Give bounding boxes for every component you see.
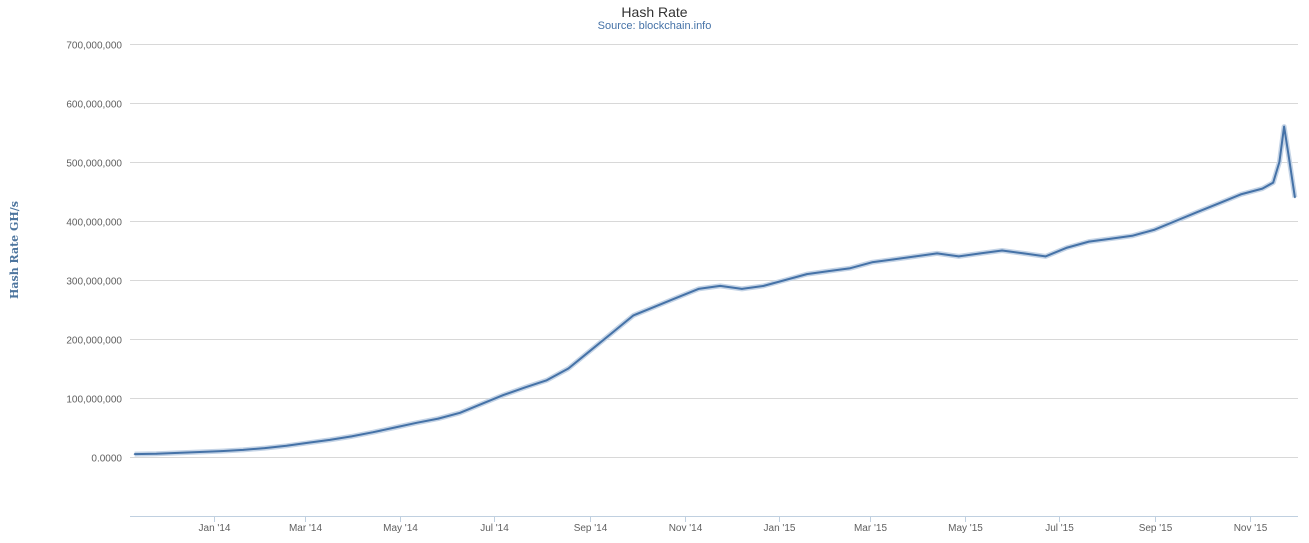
- data-point: [849, 267, 852, 270]
- chart-subtitle: Source: blockchain.info: [597, 20, 712, 32]
- data-point: [480, 403, 483, 405]
- data-point: [936, 252, 938, 255]
- data-point: [459, 412, 461, 414]
- data-point: [1174, 220, 1177, 222]
- data-point: [1261, 187, 1264, 190]
- data-point: [676, 296, 678, 299]
- data-point: [892, 258, 895, 261]
- data-point: [1196, 211, 1199, 213]
- data-point: [285, 445, 288, 447]
- data-point: [155, 453, 158, 455]
- x-axis: Jan '14 Mar '14 May '14 Jul '14 Sep '14 Nov '…: [130, 516, 1298, 534]
- data-point: [1023, 252, 1025, 255]
- data-point: [979, 252, 982, 255]
- x-tick-label: May '14: [383, 523, 418, 534]
- data-point: [1278, 161, 1281, 163]
- data-point: [220, 450, 223, 452]
- x-tick-label: Jan '15: [764, 523, 796, 534]
- x-tick-label: Nov '14: [669, 523, 703, 534]
- chart-title: Hash Rate: [621, 4, 688, 20]
- data-point: [806, 273, 808, 275]
- data-point: [719, 285, 721, 287]
- data-point: [329, 439, 331, 441]
- y-tick-label: 400,000,000: [66, 218, 122, 229]
- x-tick-label: Mar '15: [854, 523, 887, 534]
- y-tick-label: 0.0000: [91, 454, 122, 465]
- data-point: [350, 435, 353, 438]
- data-point: [784, 279, 787, 281]
- data-point: [632, 314, 635, 317]
- series-layer: [133, 124, 1298, 457]
- y-tick-label: 500,000,000: [66, 159, 122, 170]
- data-point: [914, 255, 917, 258]
- y-tick-label: 300,000,000: [66, 277, 122, 288]
- data-point: [264, 447, 266, 449]
- data-point: [1272, 181, 1274, 184]
- data-point: [1044, 255, 1047, 258]
- data-point: [1239, 193, 1242, 196]
- data-point: [762, 285, 765, 287]
- x-tick-label: Nov '15: [1234, 523, 1268, 534]
- x-tick-label: May '15: [948, 523, 983, 534]
- data-point: [1153, 229, 1155, 231]
- data-point: [242, 449, 244, 451]
- data-point: [545, 379, 548, 382]
- data-point: [741, 288, 743, 290]
- data-point: [1001, 249, 1003, 252]
- data-point: [394, 426, 396, 429]
- data-point: [611, 332, 613, 334]
- data-point: [1131, 235, 1133, 237]
- y-tick-label: 100,000,000: [66, 395, 122, 406]
- data-point: [133, 453, 136, 455]
- x-tick-label: Jul '14: [480, 523, 509, 534]
- data-point: [307, 442, 309, 444]
- data-point: [372, 431, 375, 434]
- series-line: [134, 125, 1296, 456]
- series-line-halo: [134, 124, 1298, 457]
- y-gridlines: [130, 44, 1298, 458]
- y-axis-title: Hash Rate GH/s: [8, 201, 21, 299]
- y-tick-label: 700,000,000: [66, 41, 122, 52]
- data-point: [437, 417, 440, 420]
- data-point: [871, 261, 873, 264]
- data-point: [177, 452, 179, 454]
- data-point: [1287, 155, 1290, 157]
- x-tick-label: Mar '14: [289, 523, 322, 534]
- data-point: [1294, 196, 1296, 199]
- data-point: [589, 350, 591, 352]
- data-point: [827, 270, 830, 272]
- data-point: [958, 255, 960, 258]
- data-point: [1088, 240, 1090, 243]
- data-point: [654, 305, 656, 308]
- x-tick-label: Jul '15: [1045, 523, 1074, 534]
- y-axis-ticks: 0.0000 100,000,000 200,000,000 300,000,000 4…: [66, 41, 122, 465]
- data-point: [502, 394, 505, 396]
- data-point: [1283, 125, 1285, 128]
- data-point: [1109, 237, 1112, 240]
- y-tick-label: 600,000,000: [66, 100, 122, 111]
- data-point: [697, 288, 700, 290]
- data-point: [415, 422, 418, 424]
- data-point: [1066, 246, 1068, 249]
- x-tick-label: Sep '14: [574, 523, 608, 534]
- x-tick-label: Jan '14: [199, 523, 231, 534]
- data-point: [524, 386, 526, 389]
- x-tick-label: Sep '15: [1139, 523, 1173, 534]
- data-point: [198, 451, 201, 453]
- y-tick-label: 200,000,000: [66, 336, 122, 347]
- data-point: [1218, 202, 1220, 205]
- data-point: [567, 367, 570, 370]
